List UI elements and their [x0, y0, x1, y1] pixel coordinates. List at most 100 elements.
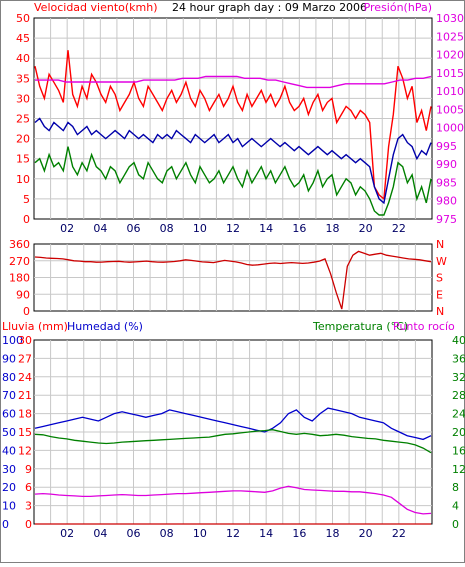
climate-series-line-2	[34, 485, 432, 515]
wind-panel-x-tick-label: 08	[160, 222, 174, 235]
temperature-y-tick-label: 32	[452, 371, 465, 384]
pressure-y-tick-label: 985	[436, 176, 457, 189]
temperature-y-tick-label: 12	[452, 463, 465, 476]
rain-y-tick-label: 15	[18, 426, 32, 439]
climate-panel-x-tick-label: 10	[193, 527, 207, 540]
climate-panel-x-tick-label: 18	[326, 527, 340, 540]
pressure-y-tick-label: 1025	[436, 30, 464, 43]
rain-y-tick-label: 24	[18, 371, 32, 384]
humidity-y-tick-label: 10	[2, 500, 16, 513]
wind-y-tick-label: 35	[16, 72, 30, 85]
wind-y-tick-label: 45	[16, 32, 30, 45]
plot-layer: 0510152025303540455097598098599099510001…	[2, 12, 465, 540]
rain-y-tick-label: 6	[25, 481, 32, 494]
rain-axis-title: Lluvia (mm)	[2, 320, 68, 333]
wind-series-line-0	[34, 50, 432, 201]
humidity-y-tick-label: 70	[2, 389, 16, 402]
temperature-y-tick-label: 24	[452, 408, 465, 421]
dewpoint-axis-title: Punto rocío	[393, 320, 455, 333]
wind-panel-x-tick-label: 16	[292, 222, 306, 235]
wind-panel-x-tick-label: 04	[93, 222, 107, 235]
rain-y-tick-label: 3	[25, 500, 32, 513]
temperature-y-tick-label: 8	[452, 481, 459, 494]
wind-panel-x-tick-label: 18	[326, 222, 340, 235]
wind-y-tick-label: 15	[16, 153, 30, 166]
wind-y-tick-label: 30	[16, 92, 30, 105]
pressure-y-tick-label: 990	[436, 158, 457, 171]
humidity-y-tick-label: 40	[2, 444, 16, 457]
direction-y-tick-label: 270	[9, 255, 30, 268]
wind-panel-x-tick-label: 06	[127, 222, 141, 235]
rain-y-tick-label: 0	[25, 518, 32, 531]
rain-y-tick-label: 21	[18, 389, 32, 402]
climate-panel-x-tick-label: 12	[226, 527, 240, 540]
humidity-axis-title: Humedad (%)	[67, 320, 143, 333]
pressure-y-tick-label: 975	[436, 213, 457, 226]
wind-axis-title: Velocidad viento(kmh)	[34, 1, 158, 14]
temperature-y-tick-label: 40	[452, 334, 465, 347]
wind-series-line-1	[34, 117, 432, 205]
wind-panel-x-tick-label: 02	[60, 222, 74, 235]
climate-panel-x-tick-label: 20	[359, 527, 373, 540]
climate-panel-x-tick-label: 14	[259, 527, 273, 540]
humidity-y-tick-label: 100	[2, 334, 23, 347]
wind-y-tick-label: 50	[16, 12, 30, 25]
direction-compass-label: N	[436, 305, 444, 318]
direction-compass-label: E	[436, 288, 443, 301]
direction-y-tick-label: 90	[16, 288, 30, 301]
wind-panel-x-tick-label: 14	[259, 222, 273, 235]
temperature-y-tick-label: 4	[452, 500, 459, 513]
humidity-y-tick-label: 60	[2, 408, 16, 421]
humidity-y-tick-label: 80	[2, 371, 16, 384]
climate-panel-x-tick-label: 16	[292, 527, 306, 540]
humidity-y-tick-label: 90	[2, 352, 16, 365]
temperature-y-tick-label: 20	[452, 426, 465, 439]
direction-compass-label: S	[436, 272, 443, 285]
wind-panel-x-tick-label: 12	[226, 222, 240, 235]
wind-series-line-2	[34, 146, 432, 216]
humidity-y-tick-label: 50	[2, 426, 16, 439]
pressure-y-tick-label: 1020	[436, 49, 464, 62]
wind-y-tick-label: 25	[16, 113, 30, 126]
rain-y-tick-label: 27	[18, 352, 32, 365]
climate-panel-x-tick-label: 08	[160, 527, 174, 540]
wind-panel-x-tick-label: 10	[193, 222, 207, 235]
pressure-y-tick-label: 980	[436, 195, 457, 208]
wind-series-line-3	[35, 75, 432, 89]
wind-y-tick-label: 5	[23, 193, 30, 206]
climate-panel-x-tick-label: 02	[60, 527, 74, 540]
pressure-axis-title: Presión(hPa)	[364, 1, 432, 14]
pressure-y-tick-label: 1030	[436, 12, 464, 25]
pressure-y-tick-label: 1015	[436, 67, 464, 80]
rain-y-tick-label: 12	[18, 444, 32, 457]
pressure-y-tick-label: 1005	[436, 103, 464, 116]
climate-panel-x-tick-label: 22	[392, 527, 406, 540]
wind-panel-x-tick-label: 22	[392, 222, 406, 235]
wind-y-tick-label: 10	[16, 173, 30, 186]
humidity-y-tick-label: 30	[2, 463, 16, 476]
pressure-y-tick-label: 995	[436, 140, 457, 153]
direction-compass-label: N	[436, 238, 444, 251]
chart-title: 24 hour graph day : 09 Marzo 2006	[172, 1, 367, 14]
temperature-y-tick-label: 16	[452, 444, 465, 457]
wind-y-tick-label: 20	[16, 133, 30, 146]
climate-series-line-1	[34, 429, 432, 454]
rain-y-tick-label: 30	[18, 334, 32, 347]
pressure-y-tick-label: 1010	[436, 85, 464, 98]
climate-series-line-0	[34, 407, 432, 441]
rain-y-tick-label: 18	[18, 408, 32, 421]
temperature-y-tick-label: 28	[452, 389, 465, 402]
climate-panel-x-tick-label: 06	[127, 527, 141, 540]
direction-y-tick-label: 360	[9, 238, 30, 251]
temperature-axis-title: Temperatura (°C)	[312, 320, 408, 333]
humidity-y-tick-label: 0	[2, 518, 9, 531]
direction-series-line-0	[34, 250, 432, 310]
climate-panel-x-tick-label: 04	[93, 527, 107, 540]
rain-y-tick-label: 9	[25, 463, 32, 476]
temperature-y-tick-label: 0	[452, 518, 459, 531]
wind-panel-x-tick-label: 20	[359, 222, 373, 235]
direction-compass-label: W	[436, 255, 447, 268]
wind-y-tick-label: 0	[23, 213, 30, 226]
